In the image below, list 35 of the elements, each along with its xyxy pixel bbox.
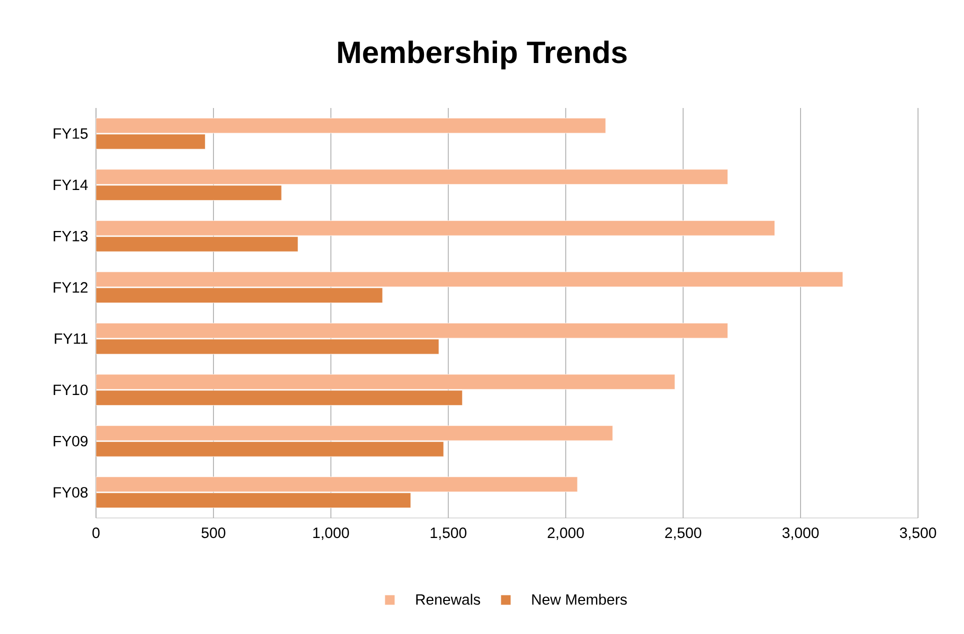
bar — [96, 236, 298, 252]
legend-label: Renewals — [416, 594, 480, 605]
y-tick-label: FY13 — [54, 230, 88, 242]
x-tick-label: 0 — [92, 528, 100, 538]
bar — [96, 322, 728, 338]
bar — [96, 338, 440, 354]
bar — [96, 374, 676, 390]
bar — [96, 288, 383, 304]
y-tick-label: FY10 — [54, 384, 88, 396]
y-tick-label: FY08 — [54, 487, 88, 498]
x-tick-label: 2,500 — [665, 528, 702, 540]
bar — [96, 425, 613, 441]
y-tick-label: FY11 — [54, 333, 88, 344]
x-tick-label: 500 — [202, 528, 226, 538]
y-tick-label: FY12 — [54, 282, 88, 293]
y-tick-label: FY14 — [54, 180, 88, 190]
bar — [96, 118, 606, 134]
y-tick-label: FY09 — [54, 436, 88, 446]
bar — [96, 272, 844, 288]
x-tick-label: 1,000 — [313, 528, 349, 540]
bar — [96, 492, 411, 508]
legend-label: New Members — [532, 594, 627, 605]
bar — [96, 185, 282, 201]
bar — [96, 220, 775, 236]
bar — [96, 441, 444, 457]
bar — [96, 134, 206, 150]
bar — [96, 169, 728, 185]
x-tick-label: 2,000 — [548, 528, 584, 540]
x-tick-label: 3,000 — [782, 528, 819, 540]
chart-title: Membership Trends — [338, 40, 627, 70]
bar — [96, 390, 463, 406]
y-tick-label: FY15 — [54, 128, 88, 139]
x-tick-label: 1,500 — [430, 528, 466, 540]
bar — [96, 476, 578, 492]
x-tick-label: 3,500 — [900, 528, 936, 540]
